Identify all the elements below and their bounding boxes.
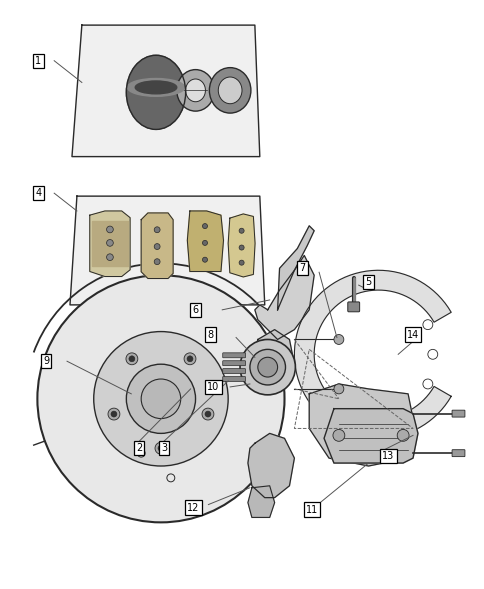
Circle shape xyxy=(332,429,344,441)
Polygon shape xyxy=(70,196,264,305)
Circle shape xyxy=(202,240,207,246)
Circle shape xyxy=(154,227,160,233)
Circle shape xyxy=(396,429,408,441)
Ellipse shape xyxy=(209,68,250,113)
Ellipse shape xyxy=(176,70,214,111)
Circle shape xyxy=(202,408,213,420)
Circle shape xyxy=(106,240,113,246)
Circle shape xyxy=(111,411,117,417)
FancyBboxPatch shape xyxy=(451,410,464,417)
Polygon shape xyxy=(247,434,294,498)
Circle shape xyxy=(106,254,113,260)
Circle shape xyxy=(108,408,120,420)
Text: 1: 1 xyxy=(35,56,41,66)
FancyBboxPatch shape xyxy=(451,450,464,456)
Circle shape xyxy=(187,356,193,362)
Circle shape xyxy=(257,358,277,377)
Polygon shape xyxy=(277,226,314,310)
Polygon shape xyxy=(72,25,259,157)
Text: 8: 8 xyxy=(207,329,213,339)
FancyBboxPatch shape xyxy=(222,369,245,373)
FancyBboxPatch shape xyxy=(347,302,359,312)
Polygon shape xyxy=(323,409,417,463)
Polygon shape xyxy=(187,211,223,272)
Circle shape xyxy=(422,379,432,389)
Circle shape xyxy=(126,353,137,365)
Circle shape xyxy=(333,384,343,394)
Circle shape xyxy=(155,442,166,454)
Ellipse shape xyxy=(218,77,242,104)
Text: 4: 4 xyxy=(35,188,41,198)
Circle shape xyxy=(129,356,135,362)
Circle shape xyxy=(205,411,211,417)
FancyBboxPatch shape xyxy=(222,360,245,366)
Text: 11: 11 xyxy=(305,505,318,515)
Polygon shape xyxy=(141,213,173,279)
Circle shape xyxy=(154,244,160,250)
Ellipse shape xyxy=(127,78,184,96)
FancyBboxPatch shape xyxy=(222,376,245,382)
Text: 6: 6 xyxy=(192,305,198,315)
Circle shape xyxy=(158,445,164,451)
Circle shape xyxy=(202,224,207,229)
Text: 7: 7 xyxy=(299,263,305,273)
Circle shape xyxy=(141,379,181,419)
FancyBboxPatch shape xyxy=(222,353,245,358)
Circle shape xyxy=(106,226,113,233)
Circle shape xyxy=(239,260,243,265)
Ellipse shape xyxy=(185,79,205,102)
Polygon shape xyxy=(251,330,294,384)
Circle shape xyxy=(240,339,295,395)
Circle shape xyxy=(239,245,243,250)
Ellipse shape xyxy=(126,55,185,130)
Text: 12: 12 xyxy=(187,502,199,512)
Circle shape xyxy=(184,353,196,365)
Text: 14: 14 xyxy=(406,329,418,339)
Polygon shape xyxy=(247,486,274,517)
Polygon shape xyxy=(294,270,450,438)
Circle shape xyxy=(93,332,227,466)
Text: 9: 9 xyxy=(43,356,49,366)
Circle shape xyxy=(126,364,195,434)
Circle shape xyxy=(422,320,432,330)
Circle shape xyxy=(427,349,437,359)
Polygon shape xyxy=(90,211,130,276)
Ellipse shape xyxy=(135,81,176,94)
Polygon shape xyxy=(309,384,412,466)
Circle shape xyxy=(249,349,285,385)
Polygon shape xyxy=(227,214,255,277)
Polygon shape xyxy=(92,221,127,266)
Circle shape xyxy=(37,275,284,522)
Circle shape xyxy=(154,259,160,264)
Circle shape xyxy=(239,228,243,233)
Text: 5: 5 xyxy=(364,277,371,287)
Text: 3: 3 xyxy=(161,443,166,453)
Text: 2: 2 xyxy=(136,443,142,453)
Circle shape xyxy=(202,257,207,262)
Polygon shape xyxy=(254,256,314,339)
Circle shape xyxy=(333,335,343,345)
Text: 13: 13 xyxy=(381,451,393,461)
Text: 10: 10 xyxy=(207,382,219,392)
